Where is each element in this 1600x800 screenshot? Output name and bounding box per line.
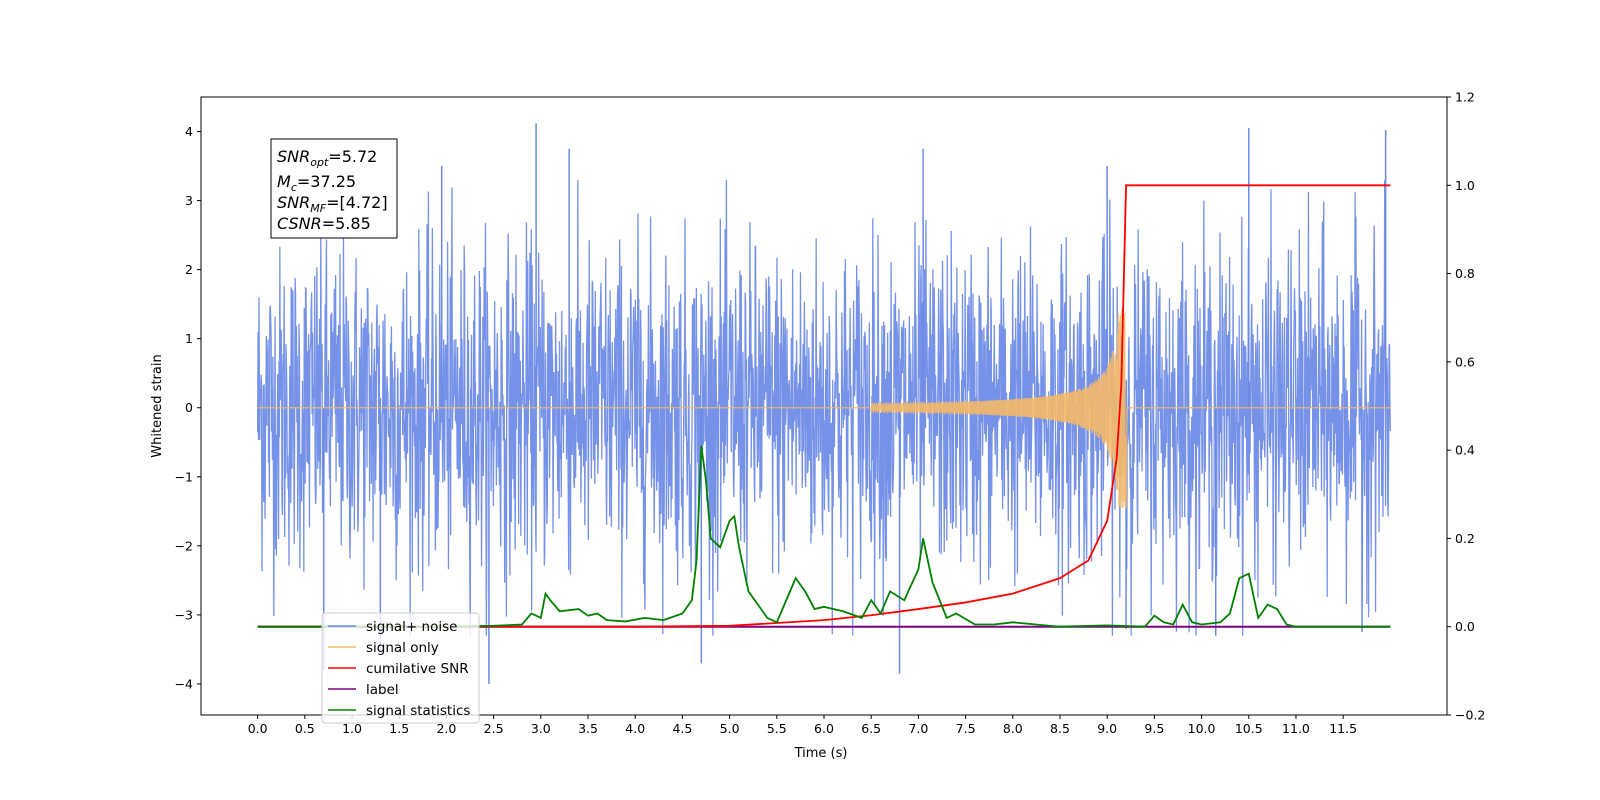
annotation-chirp-mass: Mc=37.25 — [277, 172, 356, 194]
x-tick-label: 8.0 — [1003, 721, 1023, 736]
x-tick-label: 2.0 — [436, 721, 456, 736]
series-signal-noise — [256, 179, 1392, 636]
x-tick-label: 0.0 — [248, 721, 268, 736]
legend-label-signal-only: signal only — [366, 640, 439, 656]
y2-tick-label: 0.4 — [1455, 443, 1475, 458]
annotation-box: SNRopt=5.72 Mc=37.25 SNRMF=[4.72] CSNR=5… — [270, 138, 398, 239]
y-axis-title: Whitened strain — [150, 354, 165, 457]
x-tick-label: 10.0 — [1188, 721, 1216, 736]
annotation-snr-opt: SNRopt=5.72 — [277, 147, 377, 169]
y-tick-label: 2 — [185, 262, 193, 277]
legend-label-cumulative-snr: cumilative SNR — [366, 661, 469, 677]
series-signal-only — [257, 308, 1391, 508]
y-tick-label: 0 — [185, 400, 193, 415]
x-tick-label: 9.5 — [1144, 721, 1164, 736]
x-tick-label: 11.5 — [1329, 721, 1357, 736]
y-axis-right: 1.2 1.0 0.8 0.6 0.4 0.2 0.0 −0.2 — [1447, 90, 1485, 723]
y-tick-label: −3 — [175, 607, 193, 622]
y2-tick-label: 0.2 — [1455, 531, 1475, 546]
y2-tick-label: −0.2 — [1455, 708, 1485, 723]
x-tick-label: 11.0 — [1282, 721, 1310, 736]
x-tick-label: 1.0 — [342, 721, 362, 736]
y-tick-label: −4 — [175, 676, 193, 691]
x-tick-label: 5.5 — [767, 721, 787, 736]
legend-label-signal-statistics: signal statistics — [366, 703, 470, 719]
legend-label-label: label — [366, 682, 399, 698]
x-tick-label: 7.5 — [956, 721, 976, 736]
x-tick-label: 4.5 — [672, 721, 692, 736]
annotation-csnr: CSNR=5.85 — [277, 214, 371, 233]
x-tick-label: 2.5 — [484, 721, 504, 736]
x-tick-label: 10.5 — [1235, 721, 1263, 736]
y-tick-label: −1 — [175, 469, 193, 484]
legend-label-signal-noise: signal+ noise — [366, 619, 457, 635]
x-tick-label: 6.0 — [814, 721, 834, 736]
x-tick-label: 6.5 — [861, 721, 881, 736]
annotation-snr-mf: SNRMF=[4.72] — [277, 193, 388, 215]
x-tick-label: 0.5 — [295, 721, 315, 736]
x-tick-label: 3.5 — [578, 721, 598, 736]
y2-tick-label: 0.8 — [1455, 266, 1475, 281]
y-tick-label: −2 — [175, 538, 193, 553]
legend: signal+ noise signal only cumilative SNR… — [321, 612, 480, 724]
y2-tick-label: 0.6 — [1455, 354, 1475, 369]
x-tick-label: 9.0 — [1097, 721, 1117, 736]
y-tick-label: 3 — [185, 193, 193, 208]
y-axis-left: 4 3 2 1 0 −1 −2 −3 −4 — [175, 124, 201, 691]
x-tick-label: 5.0 — [720, 721, 740, 736]
series-cumulative-snr — [257, 184, 1391, 628]
x-axis: 0.0 0.5 1.0 1.5 2.0 2.5 3.0 3.5 4.0 4.5 5.0 5.5 6.0 6… — [248, 715, 1357, 736]
x-tick-label: 7.0 — [908, 721, 928, 736]
x-tick-label: 1.5 — [389, 721, 409, 736]
y2-tick-label: 1.2 — [1455, 90, 1475, 105]
x-tick-label: 4.0 — [625, 721, 645, 736]
y-tick-label: 4 — [185, 124, 193, 139]
x-axis-title: Time (s) — [794, 746, 848, 761]
y-tick-label: 1 — [185, 331, 193, 346]
plot-data — [256, 123, 1392, 684]
y2-tick-label: 0.0 — [1455, 619, 1475, 634]
y2-tick-label: 1.0 — [1455, 178, 1475, 193]
series-signal-statistics — [257, 445, 1391, 628]
x-tick-label: 3.0 — [531, 721, 551, 736]
x-tick-label: 8.5 — [1050, 721, 1070, 736]
